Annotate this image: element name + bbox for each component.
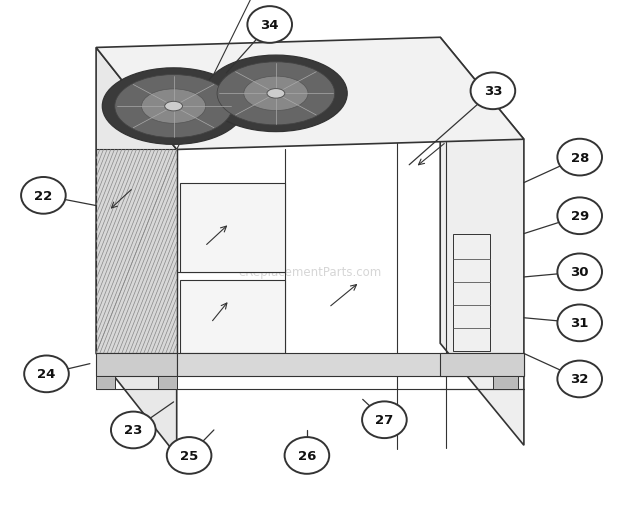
Ellipse shape xyxy=(115,75,232,138)
Circle shape xyxy=(24,356,69,392)
Circle shape xyxy=(21,178,66,214)
Polygon shape xyxy=(96,377,115,389)
Polygon shape xyxy=(493,377,518,389)
Polygon shape xyxy=(180,183,285,272)
Circle shape xyxy=(557,254,602,291)
Ellipse shape xyxy=(102,69,245,145)
Polygon shape xyxy=(440,354,524,377)
Polygon shape xyxy=(96,354,177,377)
Circle shape xyxy=(247,7,292,44)
Polygon shape xyxy=(440,38,524,445)
Text: 28: 28 xyxy=(570,151,589,164)
Text: 25: 25 xyxy=(180,449,198,462)
Text: 32: 32 xyxy=(570,373,589,386)
Circle shape xyxy=(557,305,602,342)
Circle shape xyxy=(111,412,156,448)
Polygon shape xyxy=(96,38,524,150)
Text: 34: 34 xyxy=(260,19,279,32)
Circle shape xyxy=(557,139,602,176)
Ellipse shape xyxy=(244,77,308,111)
Text: eReplacementParts.com: eReplacementParts.com xyxy=(238,266,382,279)
Text: 22: 22 xyxy=(34,189,53,203)
Ellipse shape xyxy=(267,90,285,99)
Polygon shape xyxy=(177,354,524,377)
Polygon shape xyxy=(158,377,177,389)
Circle shape xyxy=(557,361,602,398)
Circle shape xyxy=(285,437,329,474)
Text: 23: 23 xyxy=(124,423,143,437)
Circle shape xyxy=(471,73,515,110)
Ellipse shape xyxy=(141,90,206,124)
Text: 29: 29 xyxy=(570,210,589,223)
Text: 33: 33 xyxy=(484,85,502,98)
Polygon shape xyxy=(96,48,177,456)
Text: 31: 31 xyxy=(570,317,589,330)
Ellipse shape xyxy=(205,56,347,132)
Polygon shape xyxy=(453,234,490,351)
Circle shape xyxy=(557,198,602,235)
Polygon shape xyxy=(180,280,285,354)
Text: 27: 27 xyxy=(375,413,394,427)
Text: 24: 24 xyxy=(37,367,56,381)
Polygon shape xyxy=(96,150,177,354)
Ellipse shape xyxy=(165,102,182,111)
Circle shape xyxy=(362,402,407,438)
Circle shape xyxy=(167,437,211,474)
Text: 30: 30 xyxy=(570,266,589,279)
Ellipse shape xyxy=(217,63,335,126)
Text: 26: 26 xyxy=(298,449,316,462)
